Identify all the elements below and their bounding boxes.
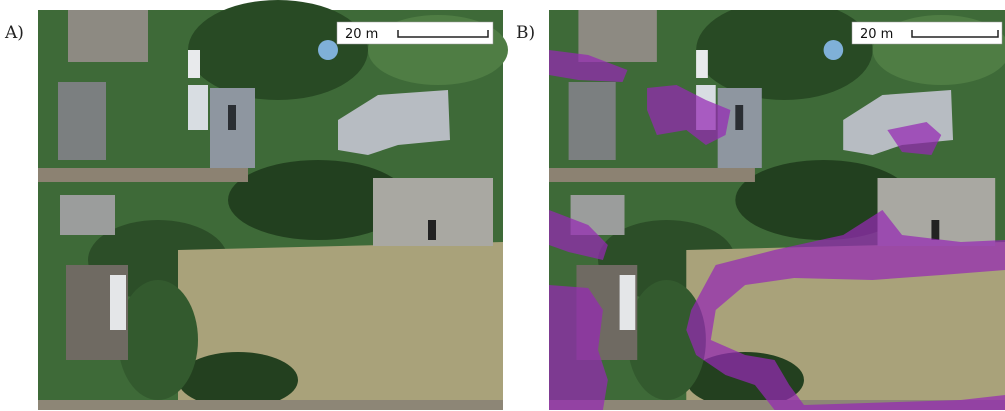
- aerial-image-a: [38, 0, 508, 410]
- aerial-image-b: [549, 0, 1005, 410]
- scale-label: 20 m: [345, 27, 378, 42]
- scale-bar: 20 m: [337, 22, 493, 44]
- scale-label: 20 m: [860, 27, 893, 42]
- panel-label: A): [4, 23, 24, 43]
- figure: A) 20 m B) 20 m: [0, 0, 1005, 411]
- panel-label: B): [516, 23, 535, 43]
- scale-bar: 20 m: [852, 22, 1002, 44]
